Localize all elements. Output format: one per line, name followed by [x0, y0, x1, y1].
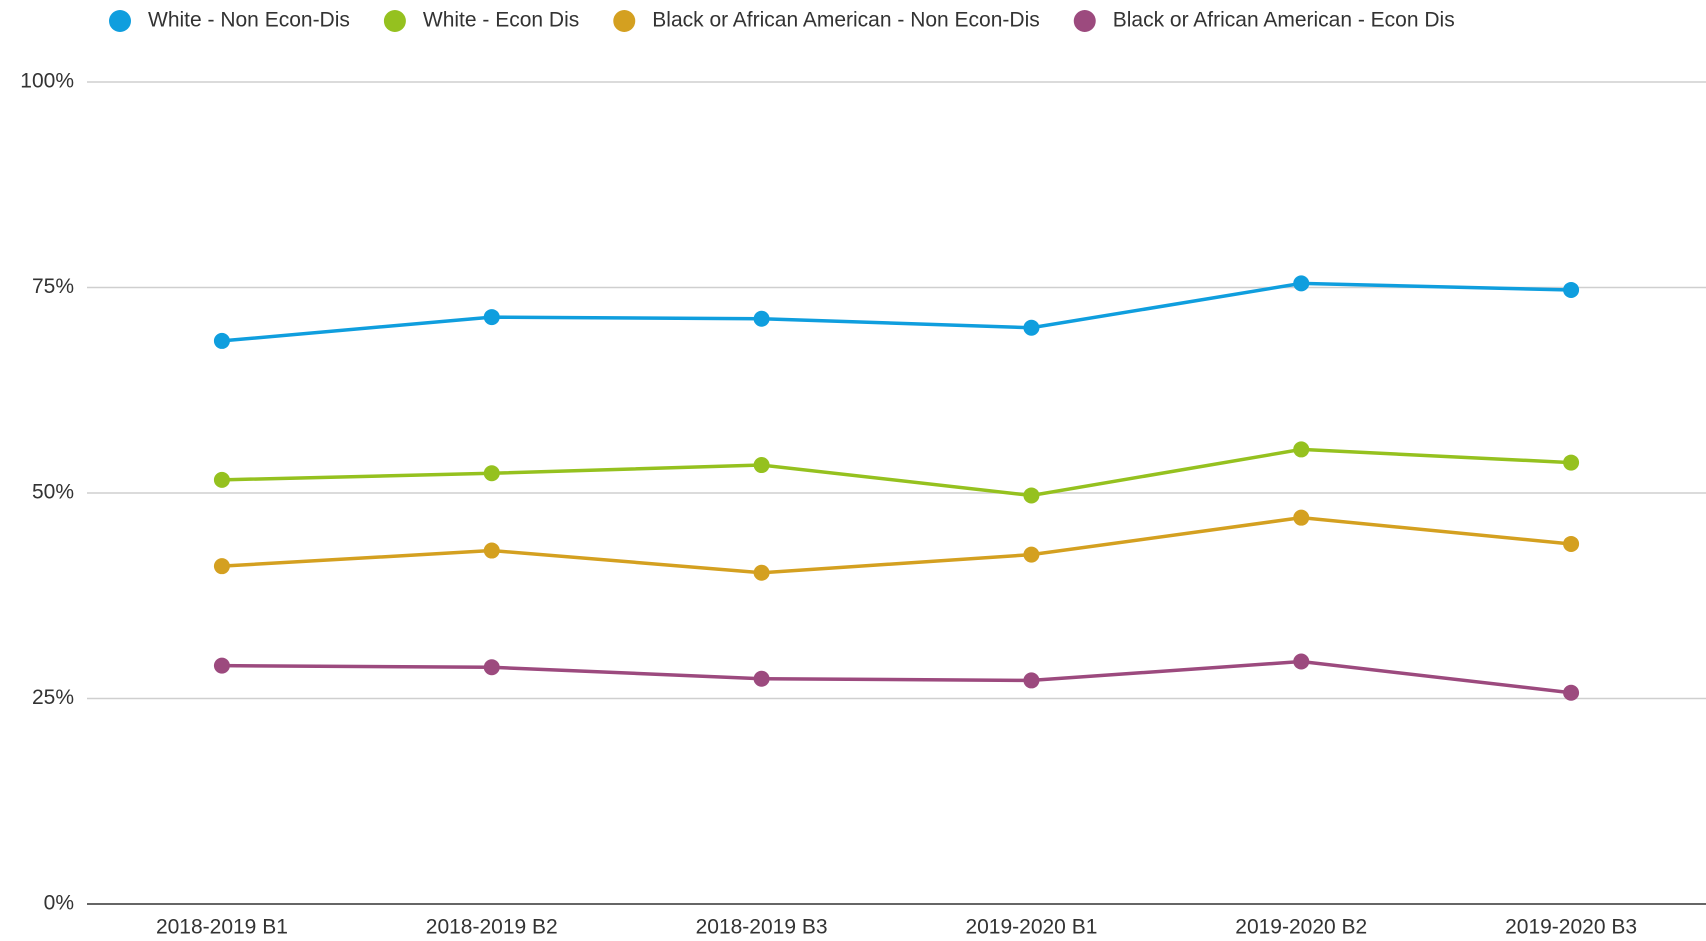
data-point [1293, 275, 1310, 292]
data-point [1023, 672, 1040, 689]
data-point [753, 457, 770, 474]
data-point [1293, 653, 1310, 670]
data-point [1023, 546, 1040, 563]
legend-label: Black or African American - Econ Dis [1113, 9, 1455, 32]
legend-marker [1073, 10, 1096, 32]
y-tick-label: 50% [32, 481, 74, 504]
data-point [1023, 319, 1040, 336]
legend-label: Black or African American - Non Econ-Dis [652, 9, 1039, 32]
data-point [1293, 441, 1310, 458]
data-point [483, 465, 500, 482]
data-point [1023, 487, 1040, 504]
data-point [213, 332, 230, 349]
x-tick-label: 2019-2020 B3 [1505, 916, 1637, 939]
data-point [213, 558, 230, 575]
legend-marker [613, 10, 636, 32]
x-tick-label: 2018-2019 B2 [426, 916, 558, 939]
data-point [1563, 535, 1580, 552]
data-point [753, 670, 770, 687]
data-point [1563, 281, 1580, 298]
legend-label: White - Econ Dis [423, 9, 579, 32]
y-tick-label: 75% [32, 275, 74, 298]
data-point [1293, 509, 1310, 526]
x-tick-label: 2018-2019 B3 [696, 916, 828, 939]
series-line [221, 659, 1572, 695]
data-point [483, 659, 500, 676]
legend-marker [383, 10, 406, 32]
data-point [483, 542, 500, 559]
data-point [753, 310, 770, 327]
data-point [1563, 684, 1580, 701]
legend-label: White - Non Econ-Dis [148, 9, 350, 32]
x-tick-label: 2019-2020 B2 [1235, 916, 1367, 939]
y-tick-label: 0% [44, 892, 74, 915]
legend-marker [109, 10, 131, 32]
series-line [221, 515, 1572, 575]
series-line [221, 447, 1572, 498]
data-point [213, 471, 230, 488]
series-line [221, 281, 1572, 343]
data-point [1563, 454, 1580, 471]
data-point [213, 657, 230, 674]
data-point [753, 564, 770, 581]
x-tick-label: 2019-2020 B1 [965, 916, 1097, 939]
x-tick-label: 2018-2019 B1 [156, 916, 288, 939]
y-tick-label: 25% [32, 686, 74, 709]
data-point [483, 309, 500, 326]
y-tick-label: 100% [20, 70, 74, 93]
